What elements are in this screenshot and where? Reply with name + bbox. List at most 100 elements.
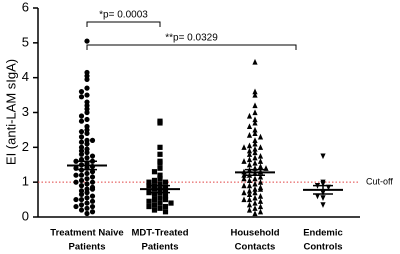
data-point (241, 175, 247, 182)
y-tick-label: 3 (22, 104, 29, 119)
data-point (146, 203, 152, 210)
data-point (252, 137, 258, 143)
data-point (257, 203, 264, 210)
data-point (89, 179, 96, 185)
data-point (84, 149, 90, 156)
data-point (252, 126, 258, 133)
data-point (241, 172, 247, 178)
x-tick-label: Patients (69, 242, 106, 253)
data-point (151, 169, 158, 175)
data-point (257, 133, 264, 140)
data-point (246, 156, 253, 163)
data-point (151, 196, 158, 203)
data-point (151, 191, 158, 197)
data-point (257, 208, 264, 215)
data-point (252, 194, 258, 201)
data-point (89, 169, 96, 175)
data-point (84, 38, 90, 44)
data-point (84, 170, 90, 177)
data-point (146, 179, 152, 185)
data-point (246, 161, 253, 168)
data-point (162, 179, 169, 185)
x-tick-label: Treatment Naive (50, 228, 123, 239)
data-point (252, 116, 258, 123)
data-point (246, 187, 253, 194)
y-tick-label: 0 (22, 208, 29, 223)
data-point (252, 91, 258, 98)
x-tick-label: Contacts (235, 242, 276, 253)
data-point (84, 130, 90, 136)
y-tick-label: 6 (22, 0, 29, 14)
data-point (252, 205, 258, 211)
data-point (257, 152, 264, 159)
data-point (84, 141, 90, 147)
data-point (241, 144, 247, 150)
data-point (146, 183, 152, 189)
data-point (89, 209, 96, 215)
x-tick-label: Patients (142, 242, 179, 253)
data-point (157, 165, 163, 171)
data-point (151, 177, 158, 184)
data-point (157, 160, 163, 166)
data-point (157, 205, 163, 211)
data-point (84, 155, 90, 161)
data-point (84, 116, 90, 123)
data-point (84, 190, 90, 196)
data-point (89, 137, 96, 143)
data-point (146, 190, 152, 196)
data-point (162, 196, 169, 203)
data-point (252, 210, 258, 217)
x-tick-label: Household (230, 228, 279, 239)
data-point (246, 132, 253, 138)
data-point (252, 140, 258, 147)
data-point (78, 89, 85, 95)
data-point (252, 189, 258, 196)
data-point (157, 144, 163, 150)
data-point (78, 207, 85, 213)
data-point (84, 200, 90, 206)
data-point (252, 154, 258, 161)
data-point (246, 147, 253, 154)
data-point (73, 196, 79, 203)
x-tick-label: Endemic (303, 228, 343, 239)
significance-label: **p= 0.0329 (165, 33, 218, 44)
data-point (246, 151, 253, 157)
data-point (246, 206, 253, 213)
data-point (162, 184, 169, 190)
data-point (73, 172, 79, 178)
data-point (162, 188, 169, 194)
data-point (78, 183, 85, 189)
data-point (89, 153, 96, 159)
y-tick-label: 2 (22, 139, 29, 154)
data-point (84, 85, 90, 91)
y-tick-label: 5 (22, 34, 29, 49)
data-point (89, 186, 96, 192)
data-point (246, 182, 253, 189)
data-point (246, 191, 253, 197)
data-point (84, 92, 90, 98)
data-point (246, 177, 253, 184)
data-point (162, 203, 169, 210)
data-point (157, 200, 163, 206)
data-point (252, 159, 258, 166)
data-point (241, 196, 247, 203)
data-point (73, 179, 79, 185)
data-point (157, 151, 163, 157)
data-point (78, 113, 85, 119)
significance-bracket (86, 21, 161, 27)
data-point (252, 109, 258, 116)
data-point (257, 193, 264, 199)
cutoff-label: Cut-off (366, 177, 393, 187)
data-point (252, 186, 258, 192)
data-point (252, 175, 258, 182)
data-point (241, 158, 247, 164)
data-point (73, 203, 79, 210)
data-point (84, 210, 90, 217)
data-point (252, 149, 258, 156)
x-tick-label: Controls (303, 242, 342, 253)
data-point (89, 193, 96, 199)
data-point (252, 58, 258, 65)
data-point (151, 202, 158, 208)
data-point (84, 181, 90, 187)
